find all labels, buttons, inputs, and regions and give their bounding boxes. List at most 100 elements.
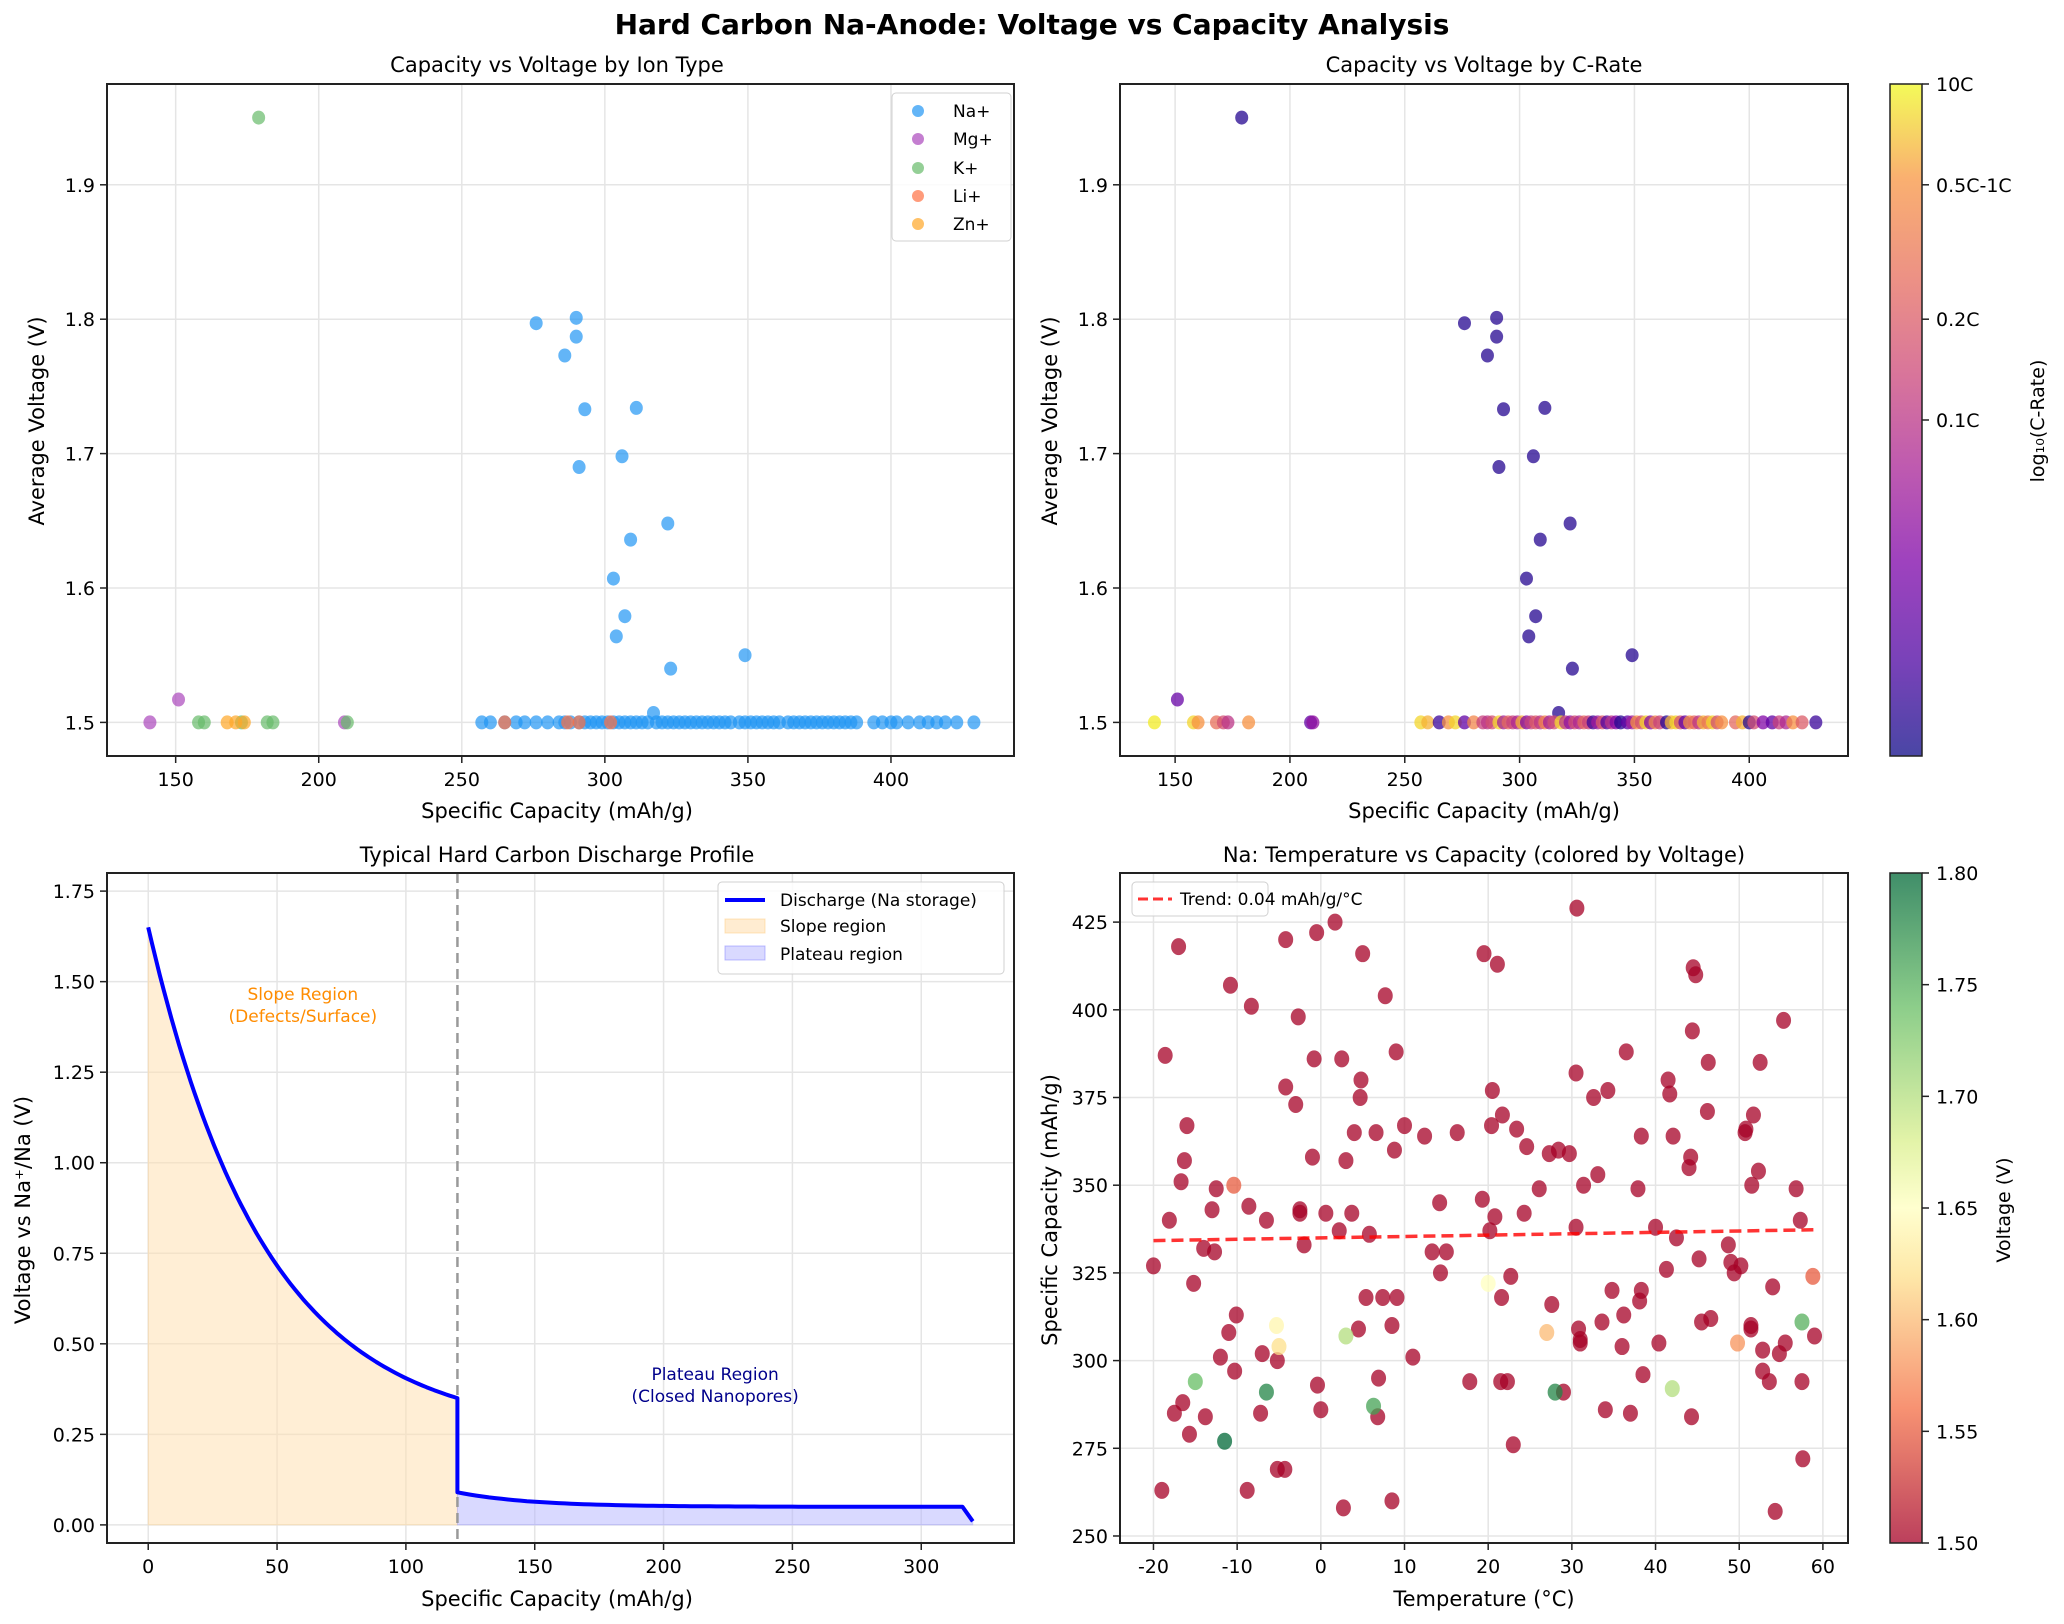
point-temperature	[1417, 1127, 1433, 1145]
point-crate	[1221, 715, 1235, 730]
point-na	[572, 460, 586, 475]
point-temperature	[1243, 997, 1259, 1015]
point-temperature	[1368, 1124, 1384, 1142]
point-temperature	[1222, 976, 1238, 994]
point-temperature	[1664, 1380, 1680, 1398]
colorbar-gradient	[1889, 83, 1923, 757]
point-na	[609, 629, 623, 644]
point-temperature	[1505, 1436, 1521, 1454]
ion-y-axis-label: Average Voltage (V)	[25, 316, 49, 525]
point-temperature	[1371, 1369, 1387, 1387]
point-temperature	[1568, 1218, 1584, 1236]
point-temperature	[1288, 1096, 1304, 1114]
x-tick-label: 150	[158, 769, 194, 791]
point-temperature	[1227, 1362, 1243, 1380]
point-na	[950, 715, 964, 730]
point-temperature	[1590, 1166, 1606, 1184]
point-temperature	[1173, 1173, 1189, 1191]
legend-marker-mg	[912, 133, 924, 145]
point-temperature	[1318, 1204, 1334, 1222]
point-temperature	[1684, 1408, 1700, 1426]
point-temperature	[1805, 1267, 1821, 1285]
point-temperature	[1665, 1127, 1681, 1145]
point-temperature	[1752, 1053, 1768, 1071]
x-tick-label: 150	[517, 1556, 553, 1578]
point-temperature	[1576, 1176, 1592, 1194]
point-na	[661, 516, 675, 531]
temp-points	[1145, 899, 1823, 1520]
point-crate	[1457, 715, 1471, 730]
y-tick-label: 0.00	[53, 1515, 95, 1537]
y-tick-label: 0.75	[53, 1243, 95, 1265]
point-temperature	[1745, 1106, 1761, 1124]
y-tick-label: 1.25	[53, 1062, 95, 1084]
point-temperature	[1616, 1306, 1632, 1324]
y-tick-label: 400	[1072, 1000, 1108, 1022]
point-crate	[1432, 715, 1446, 730]
point-temperature	[1738, 1120, 1754, 1138]
ion-grid	[107, 84, 1014, 756]
y-tick-label: 1.9	[1078, 175, 1108, 197]
point-temperature	[1703, 1309, 1719, 1327]
colorbar-tick-label: 1.55	[1936, 1421, 1978, 1443]
y-tick-label: 1.50	[53, 972, 95, 994]
point-temperature	[1366, 1397, 1382, 1415]
legend-label-discharge: Discharge (Na storage)	[780, 891, 977, 911]
crate-x-axis-label: Specific Capacity (mAh/g)	[1348, 799, 1620, 823]
point-temperature	[1241, 1197, 1257, 1215]
legend-label-mg: Mg+	[953, 130, 993, 150]
point-temperature	[1384, 1317, 1400, 1335]
point-temperature	[1388, 1043, 1404, 1061]
y-tick-label: 0.25	[53, 1424, 95, 1446]
y-tick-label: 1.7	[65, 444, 95, 466]
point-na	[624, 532, 638, 547]
colorbar-tick-label: 0.1C	[1936, 410, 1979, 432]
point-temperature	[1358, 1288, 1374, 1306]
point-temperature	[1432, 1194, 1448, 1212]
point-temperature	[1484, 1081, 1500, 1099]
y-tick-label: 350	[1072, 1175, 1108, 1197]
point-temperature	[1544, 1295, 1560, 1313]
point-temperature	[1691, 1250, 1707, 1268]
point-crate	[1756, 715, 1770, 730]
point-crate	[1490, 329, 1504, 344]
point-crate	[1448, 715, 1462, 730]
point-temperature	[1604, 1281, 1620, 1299]
crate-ticks: 150 200 250 300 350 400 1.5 1.6 1.7 1.8 1.9	[1078, 175, 1768, 791]
point-temperature	[1449, 1124, 1465, 1142]
x-tick-label: 250	[774, 1556, 810, 1578]
legend-marker-k	[912, 162, 924, 174]
point-temperature	[1331, 1222, 1347, 1240]
point-temperature	[1531, 1180, 1547, 1198]
point-crate	[1565, 661, 1579, 676]
temp-x-axis-label: Temperature (°C)	[1392, 1587, 1574, 1611]
point-na	[738, 648, 752, 663]
point-k	[197, 715, 211, 730]
slope-region-annotation: Slope Region	[247, 985, 358, 1005]
x-tick-label: 400	[1731, 769, 1767, 791]
y-tick-label: 1.00	[53, 1153, 95, 1175]
legend-marker-zn	[912, 218, 924, 230]
ion-legend: Na+ Mg+ K+ Li+ Zn+	[891, 92, 1012, 242]
legend-marker-li	[912, 190, 924, 202]
legend-label-li: Li+	[953, 187, 981, 207]
point-na	[541, 715, 555, 730]
point-crate	[1497, 402, 1511, 417]
x-tick-label: 200	[1272, 769, 1308, 791]
temp-panel-title: Na: Temperature vs Capacity (colored by …	[1223, 843, 1745, 867]
crate-points	[1147, 110, 1823, 730]
point-temperature	[1296, 1236, 1312, 1254]
point-li	[604, 715, 618, 730]
point-temperature	[1338, 1152, 1354, 1170]
y-tick-label: 1.5	[1078, 712, 1108, 734]
point-crate	[1795, 715, 1809, 730]
point-temperature	[1792, 1211, 1808, 1229]
point-temperature	[1432, 1264, 1448, 1282]
point-temperature	[1389, 1288, 1405, 1306]
point-na	[615, 449, 629, 464]
point-temperature	[1474, 1190, 1490, 1208]
point-na	[606, 571, 620, 586]
point-temperature	[1750, 1162, 1766, 1180]
x-tick-label: 250	[444, 769, 480, 791]
